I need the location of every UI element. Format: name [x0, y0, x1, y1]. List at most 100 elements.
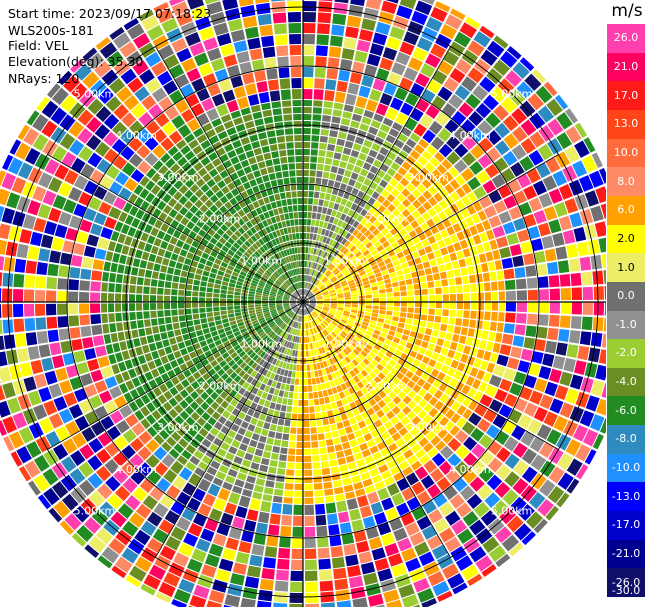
ray-gate — [214, 258, 222, 265]
ray-gate — [147, 25, 164, 41]
ray-gate — [325, 270, 331, 276]
ray-gate — [456, 362, 466, 372]
ray-gate — [465, 216, 475, 227]
ray-gate — [262, 174, 270, 183]
ray-gate — [347, 354, 354, 361]
ray-gate — [338, 406, 346, 414]
ray-gate — [560, 302, 571, 315]
ray-gate — [94, 380, 108, 394]
ray-gate — [157, 348, 166, 357]
ray-gate — [270, 179, 278, 188]
ray-gate — [486, 362, 496, 374]
ray-gate — [316, 304, 323, 308]
ray-gate — [25, 260, 38, 274]
ray-gate — [456, 404, 467, 416]
ray-gate — [425, 16, 443, 32]
ray-gate — [482, 241, 491, 252]
ray-gate — [430, 136, 445, 151]
ray-gate — [144, 243, 153, 253]
ray-gate — [398, 280, 406, 286]
ray-gate — [528, 197, 543, 212]
ray-gate — [191, 380, 200, 390]
ray-gate — [396, 269, 404, 276]
ray-gate — [292, 526, 303, 537]
ray-gate — [354, 240, 362, 248]
ray-gate — [168, 408, 179, 419]
ray-gate — [316, 419, 323, 427]
ray-gate — [217, 130, 228, 140]
ray-gate — [339, 278, 346, 283]
ray-gate — [487, 518, 505, 535]
ray-gate — [269, 266, 275, 273]
ray-gate — [315, 248, 320, 256]
ray-gate — [266, 259, 272, 266]
start-time-label: Start time: 2023/09/17 07:18:23 — [8, 6, 212, 21]
ray-gate — [287, 271, 292, 278]
ray-gate — [214, 209, 223, 218]
ray-gate — [301, 289, 303, 296]
ray-gate — [292, 293, 298, 298]
ray-gate — [421, 308, 428, 315]
ray-gate — [248, 310, 256, 314]
ray-gate — [296, 170, 303, 177]
ray-gate — [447, 573, 465, 589]
ray-gate — [105, 96, 122, 112]
ray-gate — [519, 57, 535, 72]
ray-gate — [164, 288, 171, 296]
ray-gate — [281, 346, 286, 354]
ray-gate — [122, 520, 139, 537]
ray-gate — [367, 327, 374, 333]
ray-gate — [188, 246, 197, 254]
ray-gate — [165, 158, 176, 169]
ray-gate — [141, 95, 157, 111]
ray-gate — [268, 195, 276, 203]
ray-gate — [256, 81, 268, 93]
ray-gate — [78, 146, 94, 162]
ray-gate — [255, 207, 263, 215]
ray-gate — [316, 304, 323, 307]
ray-gate — [420, 0, 435, 6]
ray-gate — [276, 475, 285, 483]
ray-gate — [387, 426, 398, 436]
ray-gate — [3, 257, 16, 272]
ray-gate — [360, 273, 368, 279]
ray-gate — [343, 543, 357, 556]
ray-gate — [355, 264, 363, 271]
ray-gate — [529, 390, 543, 405]
ray-gate — [582, 302, 593, 316]
ray-gate — [281, 235, 287, 243]
ray-gate — [295, 371, 300, 378]
ray-gate — [366, 407, 375, 416]
ray-gate — [386, 302, 393, 307]
ray-gate — [280, 404, 287, 412]
ray-gate — [328, 201, 335, 209]
ray-gate — [157, 287, 164, 295]
ray-gate — [48, 177, 63, 193]
ray-gate — [200, 318, 208, 324]
ray-gate — [236, 318, 244, 324]
ray-gate — [317, 227, 323, 235]
ray-gate — [339, 321, 346, 326]
ray-gate — [461, 421, 476, 435]
ray-gate — [392, 376, 401, 385]
ray-gate — [207, 355, 215, 363]
ray-gate — [282, 315, 288, 321]
ray-gate — [197, 478, 211, 492]
ray-gate — [458, 102, 474, 118]
ray-gate — [175, 262, 183, 270]
ray-gate — [269, 308, 276, 311]
ray-gate — [213, 311, 221, 317]
ray-gate — [19, 229, 33, 244]
ray-gate — [306, 291, 311, 297]
ray-gate — [406, 356, 415, 364]
ray-gate — [216, 147, 226, 157]
ray-gate — [36, 96, 50, 112]
ray-gate — [426, 321, 434, 329]
ray-gate — [538, 442, 555, 459]
ray-gate — [213, 307, 220, 312]
ray-gate — [256, 287, 263, 292]
ray-gate — [247, 423, 256, 432]
ray-gate — [227, 306, 234, 310]
ray-gate — [68, 187, 83, 202]
ray-gate — [264, 444, 273, 452]
